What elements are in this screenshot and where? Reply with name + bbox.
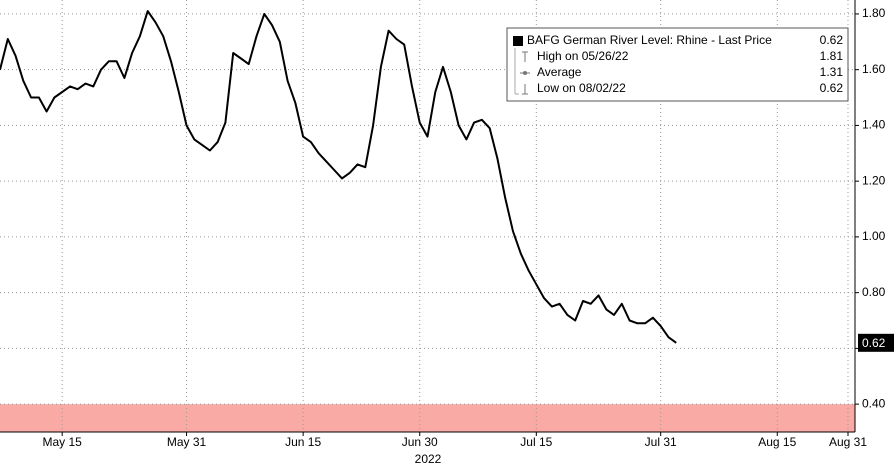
last-price-label: 0.62 xyxy=(862,336,886,350)
legend-title: BAFG German River Level: Rhine - Last Pr… xyxy=(527,33,772,47)
legend-swatch xyxy=(513,36,523,46)
legend-row: High on 05/26/22 xyxy=(537,49,629,63)
y-tick-label: 0.80 xyxy=(862,285,886,299)
legend-row-value: 0.62 xyxy=(820,81,844,95)
legend-row-value: 1.81 xyxy=(820,49,844,63)
legend-row: Low on 08/02/22 xyxy=(537,81,626,95)
legend-bracket xyxy=(514,48,519,95)
x-tick-label: Jun 30 xyxy=(402,435,438,449)
y-tick-label: 1.20 xyxy=(862,173,886,187)
x-tick-label: Aug 15 xyxy=(758,435,796,449)
high-icon xyxy=(522,51,528,62)
legend-box xyxy=(506,27,849,102)
avg-icon-dot xyxy=(523,71,527,75)
y-tick-label: 1.00 xyxy=(862,229,886,243)
x-tick-label: May 31 xyxy=(167,435,207,449)
legend-row: Average xyxy=(537,65,582,79)
legend: BAFG German River Level: Rhine - Last Pr… xyxy=(506,27,849,102)
x-tick-label: Jul 31 xyxy=(645,435,677,449)
low-icon xyxy=(522,84,528,95)
x-tick-label: Aug 31 xyxy=(829,435,867,449)
y-tick-label: 1.40 xyxy=(862,118,886,132)
legend-value: 0.62 xyxy=(820,33,844,47)
series-line xyxy=(0,10,677,344)
x-year-label: 2022 xyxy=(415,452,442,466)
last-price-tag xyxy=(858,333,894,352)
x-tick-label: Jul 15 xyxy=(520,435,552,449)
y-tick-label: 0.40 xyxy=(862,396,886,410)
shaded-band xyxy=(0,404,855,432)
x-tick-label: Jun 15 xyxy=(285,435,321,449)
x-tick-label: May 15 xyxy=(43,435,83,449)
legend-row-value: 1.31 xyxy=(820,65,844,79)
y-tick-label: 1.80 xyxy=(862,6,886,20)
y-tick-label: 1.60 xyxy=(862,62,886,76)
